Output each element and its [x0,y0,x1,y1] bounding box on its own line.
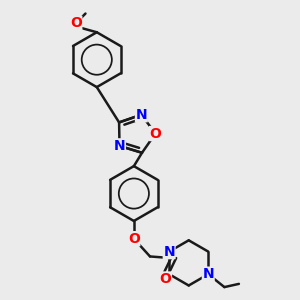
Text: O: O [128,232,140,246]
Text: O: O [70,16,82,30]
Text: O: O [160,272,171,286]
Text: N: N [202,267,214,281]
Text: N: N [136,108,147,122]
Text: N: N [163,244,175,259]
Text: N: N [114,139,125,153]
Text: O: O [149,127,161,140]
